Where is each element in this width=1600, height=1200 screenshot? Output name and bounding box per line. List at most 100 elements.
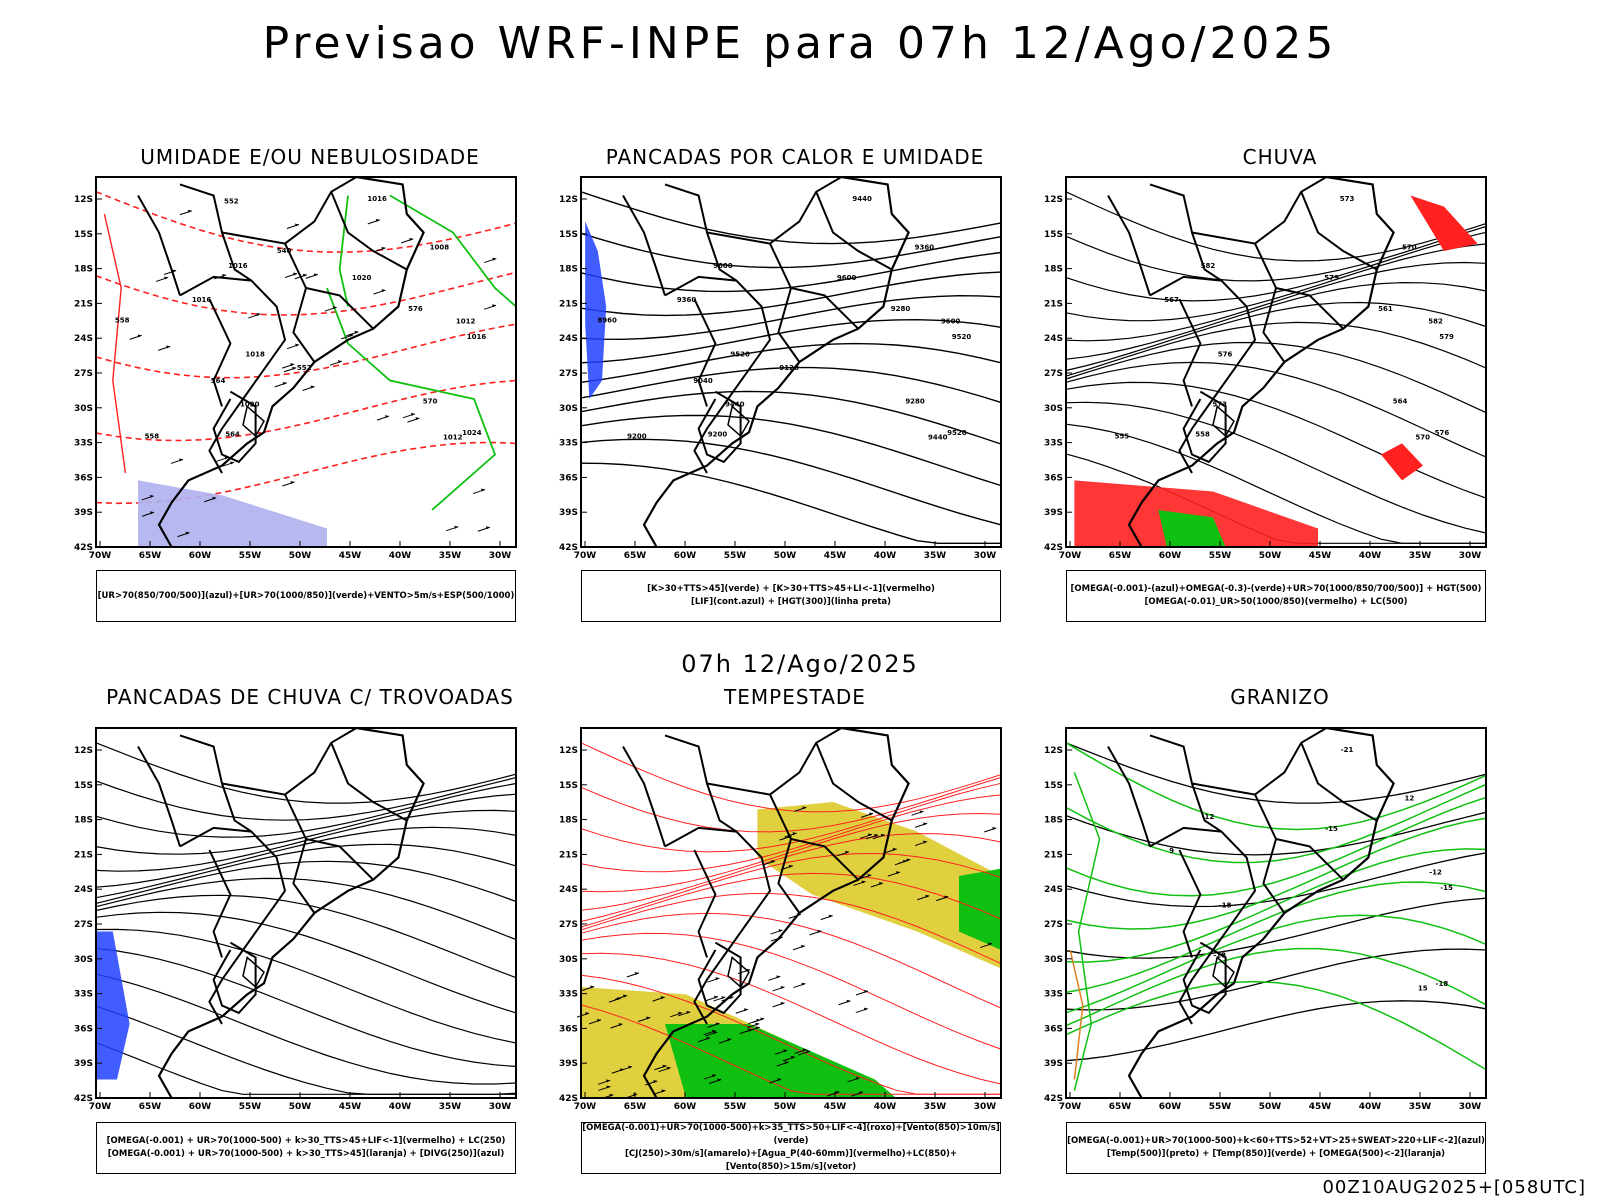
divergence-area [96,931,130,1080]
contour-label: 558 [1195,431,1210,439]
low-level-streamline [580,777,1002,833]
latitude-label: 30S [559,404,578,414]
wind-vector-head [743,1008,748,1012]
streamline [95,911,517,1014]
rain-area [1074,480,1318,547]
map-umidade: 1016 1012 1020 1016 1018 1024 1020 1016 1012 1008… [74,175,517,561]
contour-label: 582 [1201,262,1216,270]
latitude-label: 33S [559,439,578,449]
panel-legend: [OMEGA(-0.001) + UR>70(1000-500) + k>30_… [96,1122,516,1174]
panel-tempestade: TEMPESTADE [555,685,1035,1185]
latitude-label: 24S [559,334,578,344]
country-border [292,838,316,914]
longitude-label: 50W [289,1102,312,1112]
wind-vector-head [410,412,415,416]
height-contour [580,318,1002,364]
wind-vector-head [755,1026,760,1030]
latitude-label: 33S [74,439,93,449]
longitude-label: 65W [624,551,647,561]
wind-vector-head [944,895,949,899]
wind-vector-head [714,995,719,999]
wind-vector-head [713,1031,718,1035]
panel-title: UMIDADE E/OU NEBULOSIDADE [140,145,480,169]
longitude-label: 30W [1459,551,1482,561]
latitude-label: 27S [559,369,578,379]
wind-vector-head [290,363,295,367]
country-border [1262,838,1286,914]
wind-vector-head [802,806,807,810]
latitude-label: 39S [559,1059,578,1069]
longitude-label: 50W [289,551,312,561]
streamline [1065,225,1487,282]
wind-vector-head [867,833,872,837]
wind-vector-head [585,1012,590,1016]
country-border [1107,746,1151,847]
contour-label: -18 [1436,980,1449,988]
country-border [1300,191,1378,271]
lagoon-outline [242,956,265,989]
thickness-contour [95,379,517,442]
country-border [769,243,859,330]
streamline [1065,321,1487,377]
height-contour [580,462,1001,544]
temperature-500-contour [1065,897,1487,959]
height-contour [580,191,1002,245]
country-border [208,849,232,958]
contour-label: 561 [1378,305,1393,313]
wind-vector-head [337,360,342,364]
latitude-label: 42S [559,1094,578,1104]
longitude-label: 60W [674,1102,697,1112]
wind-vector-head [895,871,900,875]
wind-vector-head [788,864,793,868]
wind-vector-head [817,929,822,933]
country-border [697,390,742,464]
panel-legend: [UR>70(850/700/500)](azul)+[UR>70(1000/8… [96,570,516,622]
country-border [664,727,842,796]
latitude-label: 27S [559,920,578,930]
longitude-label: 35W [924,1102,947,1112]
low-level-streamline [580,812,1002,893]
contour-label: 9360 [915,243,935,251]
lagoon-outline [1212,956,1235,989]
wind-vector-head [715,977,720,981]
legend-line: [OMEGA(-0.001) + UR>70(1000-500) + k>30_… [107,1149,505,1159]
latitude-label: 18S [559,265,578,275]
latitude-label: 30S [74,404,93,414]
panel-pancadas-calor: PANCADAS POR CALOR E UMIDADE [555,145,1035,645]
latitude-label: 36S [1044,1024,1063,1034]
contour-label: 573 [1340,195,1355,203]
humidity-contour [338,195,349,307]
contour-label: 573 [1212,401,1227,409]
low-level-streamline [580,932,1002,1050]
wind-vector-head [590,985,595,989]
latitude-label: 21S [1044,850,1063,860]
wind-vector-head [906,858,911,862]
panel-legend: [OMEGA(-0.001)+UR>70(1000-500)+k>35_TTS>… [581,1122,1001,1174]
humidity-contour [389,194,517,308]
wind-vector-head [771,860,776,864]
country-border [1300,742,1378,822]
latitude-label: 30S [1044,404,1063,414]
panel-pancadas-trovoadas: PANCADAS DE CHUVA C/ TROVOADAS [70,685,550,1185]
height-contour [580,438,1002,526]
latitude-label: 33S [1044,439,1063,449]
wind-vector-head [294,223,299,227]
contour-label: -18 [1219,901,1232,909]
strong-wind-area [665,1024,896,1098]
streamline [1065,261,1487,342]
wind-vector-head [481,488,486,492]
latitude-label: 21S [559,850,578,860]
wind-vector-head [992,826,997,830]
latitude-label: 18S [1044,816,1063,826]
contour-label: 570 [423,397,438,405]
map-frame [580,176,1002,548]
longitude-label: 45W [339,551,362,561]
longitude-label: 50W [774,551,797,561]
wind-vector-head [711,1029,716,1033]
longitude-label: 30W [489,1102,512,1112]
wind-vector-head [863,1007,868,1011]
wind-vector-head [874,833,879,837]
contour-label: 12 [1404,794,1414,802]
panel-legend: [OMEGA(-0.001)+UR>70(1000-500)+k<60+TTS>… [1066,1122,1486,1174]
wind-vector-head [164,276,169,280]
